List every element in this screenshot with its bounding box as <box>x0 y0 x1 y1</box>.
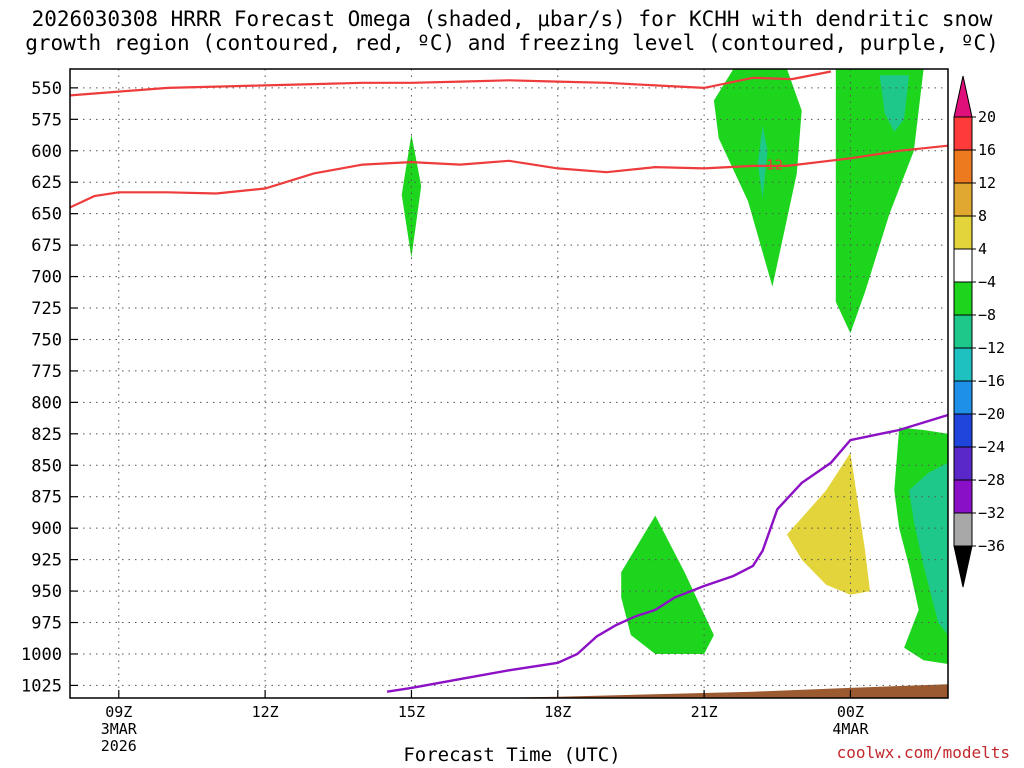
xtick-year: 2026 <box>101 737 137 755</box>
plot-frame <box>69 68 949 699</box>
colorbar-label-1: 16 <box>978 141 996 159</box>
omega-region-8 <box>787 452 870 595</box>
chart-title-line1: 2026030308 HRRR Forecast Omega (shaded, … <box>31 7 993 31</box>
xtick-label-00Z: 00Z <box>837 703 864 721</box>
y-axis: 550 575 600 625 650 675 700 725 750 775 800 825 850 8… <box>21 79 78 696</box>
xtick-label-15Z: 15Z <box>398 703 425 721</box>
colorbar-bin-10 <box>953 446 973 481</box>
colorbar-bin-7 <box>953 347 973 382</box>
ground-surface <box>70 684 948 698</box>
ytick-label-1025: 1025 <box>21 676 62 696</box>
colorbar-label-2: 12 <box>978 174 996 192</box>
colorbar-label-8: −16 <box>978 372 1005 390</box>
colorbar-label-3: 8 <box>978 207 987 225</box>
colorbar-bin-0 <box>953 116 973 151</box>
colorbar-label-9: −20 <box>978 405 1005 423</box>
omega-region-5 <box>621 515 714 654</box>
colorbar-label-6: −8 <box>978 306 996 324</box>
colorbar-label-7: −12 <box>978 339 1005 357</box>
colorbar-bin-5 <box>953 281 973 316</box>
ytick-label-750: 750 <box>31 330 62 350</box>
colorbar-label-10: −24 <box>978 438 1005 456</box>
ytick-label-675: 675 <box>31 236 62 256</box>
colorbar-top-triangle <box>953 75 973 118</box>
omega-region-7 <box>909 462 948 636</box>
ytick-label-550: 550 <box>31 79 62 99</box>
colorbar-label-5: −4 <box>978 273 996 291</box>
colorbar-bin-6 <box>953 314 973 349</box>
ytick-label-700: 700 <box>31 268 62 288</box>
xtick-label-09Z: 09Z <box>105 703 132 721</box>
colorbar: 20 16 12 8 4 −4 −8 −12 −16 −20 −24 −28 −32 −36 <box>953 75 1005 588</box>
colorbar-bin-3 <box>953 215 973 250</box>
colorbar-bin-11 <box>953 479 973 514</box>
colorbar-bin-1 <box>953 149 973 184</box>
colorbar-bin-4 <box>953 248 973 283</box>
contour-label: -12 <box>762 159 783 174</box>
xtick-sublabel: 3MAR <box>101 720 138 738</box>
ytick-label-625: 625 <box>31 173 62 193</box>
ytick-label-875: 875 <box>31 488 62 508</box>
ytick-label-850: 850 <box>31 456 62 476</box>
ytick-label-575: 575 <box>31 110 62 130</box>
xtick-label-21Z: 21Z <box>691 703 718 721</box>
xtick-sublabel: 4MAR <box>832 720 869 738</box>
omega-region-3 <box>835 69 924 334</box>
dgz-upper-contour <box>70 70 832 97</box>
freezing-level-contour <box>386 413 948 693</box>
ytick-label-775: 775 <box>31 362 62 382</box>
credit-text: coolwx.com/modelts <box>836 743 1010 762</box>
colorbar-label-13: −36 <box>978 537 1005 555</box>
shaded-omega-layer <box>401 69 948 664</box>
gridlines <box>70 69 948 698</box>
ytick-label-650: 650 <box>31 205 62 225</box>
ground-layer <box>70 684 948 698</box>
ytick-label-900: 900 <box>31 519 62 539</box>
xtick-label-18Z: 18Z <box>544 703 571 721</box>
omega-region-4 <box>879 75 909 132</box>
colorbar-bin-12 <box>953 512 973 547</box>
omega-region-2 <box>757 125 768 199</box>
ytick-label-950: 950 <box>31 582 62 602</box>
chart-title-line2: growth region (contoured, red, ºC) and f… <box>25 31 999 55</box>
colorbar-label-12: −32 <box>978 504 1005 522</box>
x-axis-label: Forecast Time (UTC) <box>403 744 621 766</box>
colorbar-bottom-triangle <box>953 545 973 588</box>
colorbar-bin-2 <box>953 182 973 217</box>
ytick-label-925: 925 <box>31 551 62 571</box>
colorbar-bin-9 <box>953 413 973 448</box>
ytick-label-800: 800 <box>31 393 62 413</box>
colorbar-bin-8 <box>953 380 973 415</box>
omega-region-1 <box>713 69 802 287</box>
ytick-label-975: 975 <box>31 614 62 634</box>
omega-region-0 <box>401 134 422 258</box>
ytick-label-825: 825 <box>31 425 62 445</box>
ytick-label-600: 600 <box>31 142 62 162</box>
ytick-label-1000: 1000 <box>21 645 62 665</box>
colorbar-label-11: −28 <box>978 471 1005 489</box>
colorbar-label-4: 4 <box>978 240 987 258</box>
xtick-label-12Z: 12Z <box>252 703 279 721</box>
dgz-lower-contour <box>70 144 948 209</box>
contour-layer: -12 <box>70 70 948 693</box>
colorbar-label-0: 20 <box>978 108 996 126</box>
ytick-label-725: 725 <box>31 299 62 319</box>
